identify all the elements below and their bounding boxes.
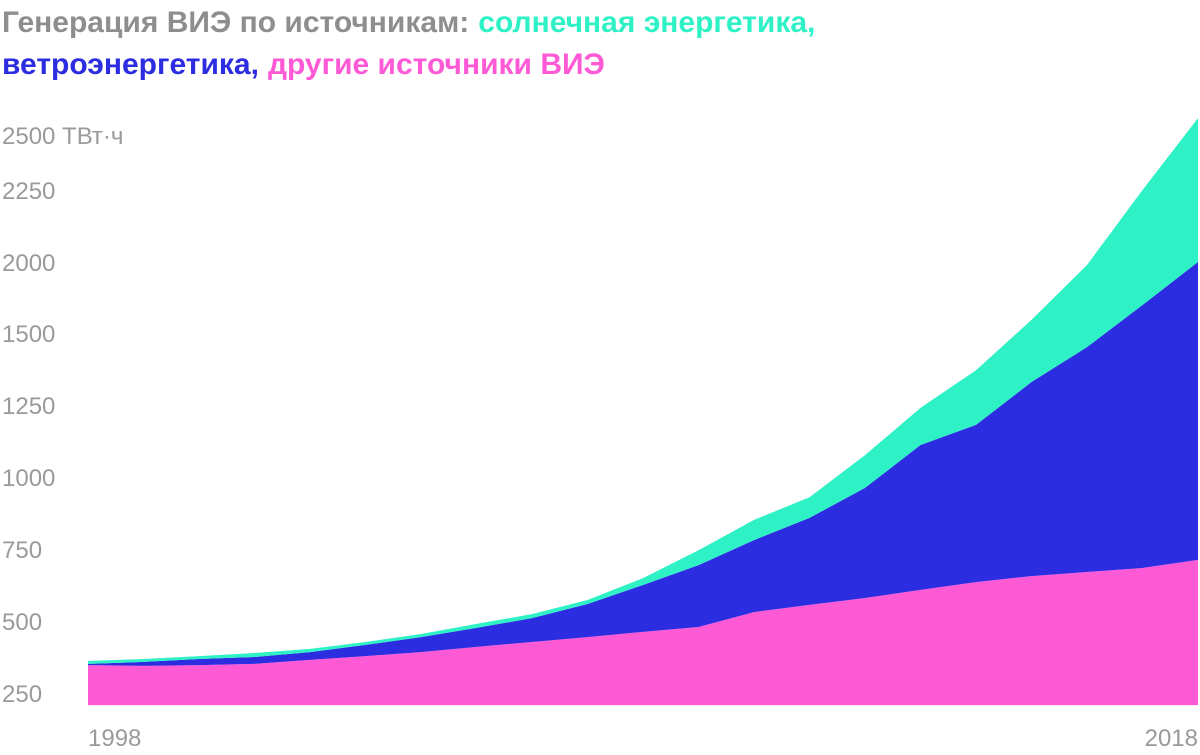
y-tick-label: 1000 [2, 465, 55, 492]
legend-entry: ветроэнергетика, [2, 48, 259, 81]
chart-title-line: Генерация ВИЭ по источникам: солнечная эн… [2, 6, 815, 39]
x-tick-label: 2018 [1145, 725, 1198, 752]
y-tick-label: 250 [2, 681, 42, 708]
legend-entry: солнечная энергетика, [478, 6, 815, 39]
y-tick-label: 500 [2, 609, 42, 636]
y-tick-label: 750 [2, 537, 42, 564]
y-tick-label: 2250 [2, 178, 55, 205]
chart-title-line: ветроэнергетика, другие источники ВИЭ [2, 48, 605, 81]
title-text: Генерация ВИЭ по источникам: [2, 6, 469, 39]
y-tick-label: 1500 [2, 321, 55, 348]
legend-entry: другие источники ВИЭ [268, 48, 605, 81]
y-tick-label: 2000 [2, 250, 55, 277]
area [88, 118, 1198, 664]
y-tick-label: 2500 ТВт·ч [2, 123, 123, 150]
area [88, 262, 1198, 666]
area [88, 559, 1198, 706]
y-tick-label: 1250 [2, 393, 55, 420]
x-tick-label: 1998 [88, 725, 141, 752]
